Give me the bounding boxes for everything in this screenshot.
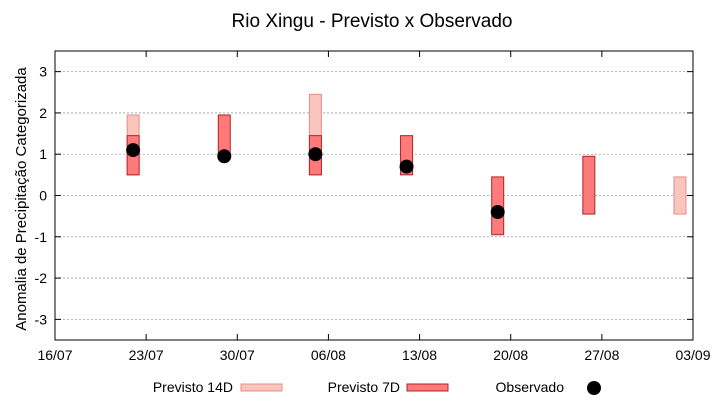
bar-previsto-14d — [673, 176, 687, 215]
chart-title: Rio Xingu - Previsto x Observado — [232, 11, 513, 32]
y-tick-label: 1 — [39, 146, 47, 162]
legend-label-previsto-7d: Previsto 7D — [328, 379, 400, 395]
point-observado — [399, 159, 414, 174]
plot-frame — [54, 50, 694, 341]
x-tick-label: 27/08 — [584, 347, 619, 363]
bar-previsto-7d — [582, 155, 596, 215]
legend-swatch-previsto-14d — [240, 383, 283, 392]
x-tick-label: 03/09 — [675, 347, 710, 363]
point-observado — [490, 205, 505, 220]
legend: Previsto 14D Previsto 7D Observado — [153, 379, 601, 395]
y-tick-label: 2 — [39, 105, 47, 121]
chart-marks — [126, 93, 687, 236]
legend-label-observado: Observado — [496, 379, 565, 395]
legend-swatch-previsto-7d — [406, 383, 449, 392]
x-tick-label: 30/07 — [220, 347, 255, 363]
y-tick-label: -1 — [35, 229, 48, 245]
legend-label-previsto-14d: Previsto 14D — [153, 379, 233, 395]
x-tick-label: 16/07 — [37, 347, 72, 363]
y-tick-label: 0 — [39, 188, 47, 204]
y-tick-label: -3 — [35, 311, 48, 327]
x-tick-label: 06/08 — [311, 347, 346, 363]
x-tick-label: 20/08 — [493, 347, 528, 363]
x-tick-label: 13/08 — [402, 347, 437, 363]
point-observado — [308, 147, 323, 162]
grid-lines — [55, 71, 693, 320]
axes: -3 -2 -1 0 1 2 3 16/07 23/07 30/07 06/08 13/08 20/08… — [35, 51, 711, 363]
point-observado — [217, 149, 232, 164]
y-tick-label: 3 — [39, 64, 47, 80]
y-axis-label: Anomalia de Precipitação Categorizada — [13, 67, 30, 331]
legend-swatch-observado — [587, 381, 601, 395]
x-tick-label: 23/07 — [129, 347, 164, 363]
y-tick-label: -2 — [35, 270, 48, 286]
point-observado — [126, 143, 141, 158]
